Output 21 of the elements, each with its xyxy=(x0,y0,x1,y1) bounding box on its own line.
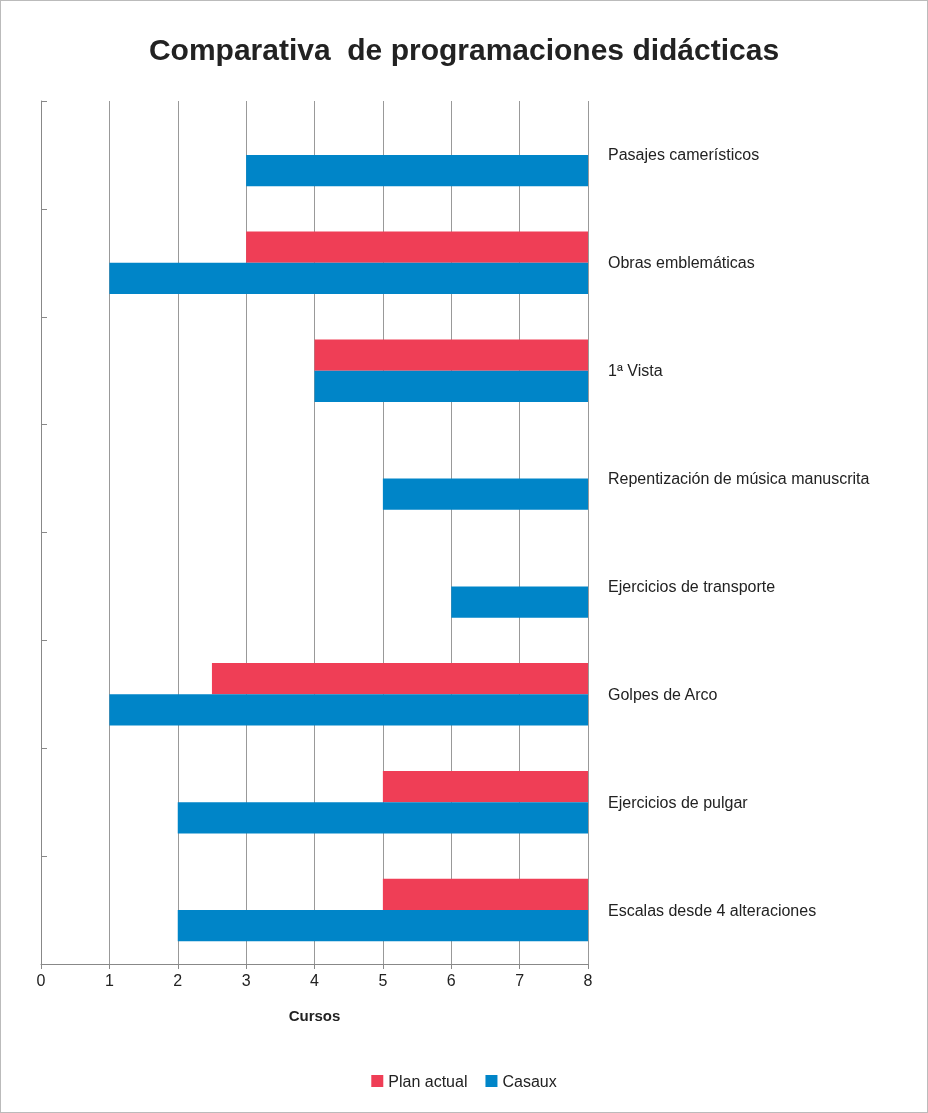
x-tick-label: 1 xyxy=(104,971,114,989)
chart-title: Comparativa de programaciones didácticas xyxy=(148,32,780,66)
x-axis-title: Cursos xyxy=(288,1007,341,1024)
y-tick-label: Pasajes camerísticos xyxy=(608,146,760,164)
x-tick-label: 8 xyxy=(583,971,593,989)
y-tick-label: Golpes de Arco xyxy=(608,685,718,703)
legend-label: Casaux xyxy=(502,1072,557,1090)
y-tick-label: Repentización de música manuscrita xyxy=(608,470,870,488)
y-tick-label: 1ª Vista xyxy=(608,362,663,380)
x-tick-label: 3 xyxy=(241,971,251,989)
y-tick-label: Escalas desde 4 alteraciones xyxy=(608,901,817,919)
x-tick-label: 2 xyxy=(173,971,183,989)
x-tick-label: 0 xyxy=(36,971,46,989)
x-tick-label: 7 xyxy=(515,971,525,989)
x-tick-label: 4 xyxy=(310,971,320,989)
y-tick-label: Ejercicios de pulgar xyxy=(608,793,749,811)
x-tick-label: 5 xyxy=(378,971,388,989)
y-tick-label: Obras emblemáticas xyxy=(608,254,755,272)
legend-label: Plan actual xyxy=(388,1072,468,1090)
y-tick-label: Ejercicios de transporte xyxy=(608,577,776,595)
x-tick-label: 6 xyxy=(446,971,456,989)
